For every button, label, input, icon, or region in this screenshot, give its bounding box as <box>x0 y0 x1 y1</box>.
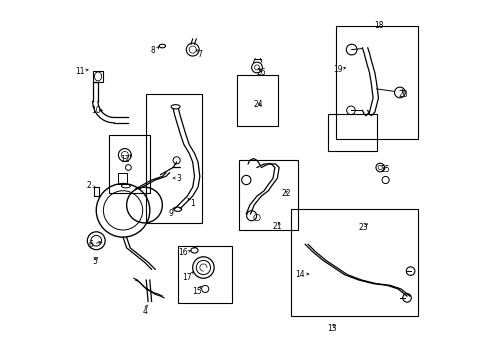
Text: 16: 16 <box>178 248 187 257</box>
Text: 17: 17 <box>182 273 192 282</box>
Text: 8: 8 <box>150 46 155 55</box>
Bar <box>239 160 298 230</box>
Bar <box>290 208 417 316</box>
Text: 4: 4 <box>142 307 147 316</box>
Bar <box>118 173 126 184</box>
Text: 2: 2 <box>86 181 91 190</box>
Text: 12: 12 <box>120 155 129 164</box>
Text: 7: 7 <box>197 50 202 59</box>
Text: 14: 14 <box>294 270 304 279</box>
Text: 20: 20 <box>398 90 407 99</box>
Bar <box>335 26 417 139</box>
Text: 1: 1 <box>190 199 195 208</box>
Bar <box>93 71 103 82</box>
Text: 25: 25 <box>380 166 389 175</box>
Text: 10: 10 <box>91 106 100 115</box>
Text: 11: 11 <box>75 67 84 76</box>
Bar <box>94 187 99 196</box>
Text: 3: 3 <box>176 174 181 183</box>
Bar <box>108 135 149 193</box>
Text: 26: 26 <box>256 68 265 77</box>
Bar <box>328 114 376 152</box>
Text: 9: 9 <box>168 210 173 219</box>
Text: 24: 24 <box>253 100 263 109</box>
Text: 21: 21 <box>272 222 282 231</box>
Text: 19: 19 <box>333 66 342 75</box>
Text: 23: 23 <box>358 222 367 231</box>
Text: 6: 6 <box>88 240 93 249</box>
Text: 22: 22 <box>281 189 291 198</box>
Bar <box>178 246 231 303</box>
Text: 15: 15 <box>192 287 202 296</box>
Text: 18: 18 <box>373 21 383 30</box>
Bar <box>146 94 201 223</box>
Bar <box>237 75 278 126</box>
Text: 5: 5 <box>92 257 97 266</box>
Text: 13: 13 <box>326 324 336 333</box>
